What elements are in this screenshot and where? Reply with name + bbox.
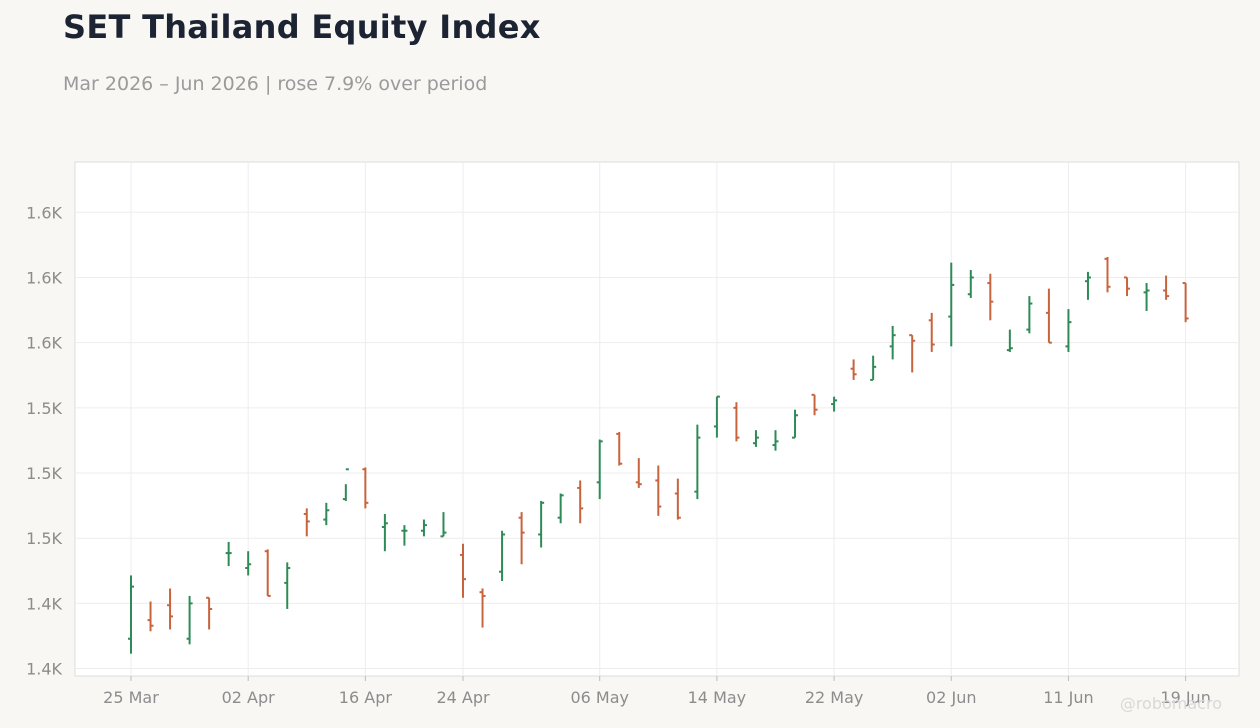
ohlc-bar [948, 262, 955, 347]
ohlc-bar [1045, 288, 1052, 344]
ohlc-bar [225, 541, 232, 567]
ohlc-bar [674, 478, 681, 520]
ohlc-bar [713, 395, 720, 438]
y-axis: 1.4K 1.4K 1.5K 1.5K 1.5K 1.6K 1.6K 1.6K [26, 203, 62, 678]
ohlc-bar [1026, 296, 1033, 334]
ohlc-bar [772, 430, 779, 451]
x-tick-label: 24 Apr [436, 688, 490, 707]
x-tick-label: 16 Apr [339, 688, 393, 707]
ohlc-bar [186, 595, 193, 645]
ohlc-bar [850, 359, 857, 380]
ohlc-bar [577, 480, 584, 524]
ohlc-bar [147, 601, 154, 632]
ohlc-bar [518, 512, 525, 565]
chart-title: SET Thailand Equity Index [63, 8, 541, 46]
ohlc-bar [1163, 275, 1170, 300]
ohlc-bar [889, 325, 896, 360]
y-tick-label: 1.4K [26, 660, 62, 679]
ohlc-bar [831, 396, 838, 412]
ohlc-bar [655, 465, 662, 516]
ohlc-bar [401, 525, 408, 546]
y-tick-label: 1.5K [26, 529, 62, 548]
ohlc-bar [342, 468, 349, 501]
x-tick-label: 11 Jun [1043, 688, 1093, 707]
ohlc-bars [128, 256, 1189, 654]
plot-area [74, 161, 1240, 677]
x-tick-label: 22 May [805, 688, 864, 707]
ohlc-bar [440, 512, 447, 538]
ohlc-bar [381, 513, 388, 552]
ohlc-bar [420, 519, 427, 537]
ohlc-bar [733, 402, 740, 442]
x-tick-label: 19 Jun [1160, 688, 1210, 707]
ohlc-bar [1143, 283, 1150, 311]
x-tick-label: 14 May [688, 688, 747, 707]
ohlc-bar [752, 430, 759, 447]
ohlc-bar [128, 575, 134, 654]
ohlc-bar [460, 543, 467, 598]
ohlc-bar [303, 508, 310, 537]
ohlc-bar [323, 502, 330, 526]
ohlc-bar [479, 588, 486, 628]
ohlc-bar [167, 588, 174, 630]
ohlc-bar [362, 467, 369, 509]
ohlc-bar [1182, 282, 1189, 323]
x-axis: 25 Mar 02 Apr 16 Apr 24 Apr 06 May 14 May 22 M… [103, 676, 1211, 707]
ohlc-bar [635, 458, 642, 488]
ohlc-bar [264, 549, 271, 597]
ohlc-bar [967, 270, 974, 298]
x-tick-label: 02 Apr [222, 688, 276, 707]
ohlc-bar [499, 530, 506, 582]
y-tick-label: 1.6K [26, 334, 62, 353]
x-tick-label: 25 Mar [103, 688, 159, 707]
ohlc-bar [206, 596, 213, 630]
ohlc-bar [1124, 276, 1131, 297]
ohlc-bar [1065, 309, 1072, 352]
ohlc-bar [616, 432, 623, 466]
y-tick-label: 1.4K [26, 594, 62, 613]
ohlc-bar [987, 273, 994, 321]
y-tick-label: 1.6K [26, 203, 62, 222]
ohlc-bar [811, 393, 818, 416]
chart-subtitle: Mar 2026 – Jun 2026 | rose 7.9% over per… [63, 73, 488, 95]
ohlc-bar [1084, 271, 1091, 300]
ohlc-bar [694, 424, 701, 500]
y-tick-label: 1.6K [26, 268, 62, 287]
y-tick-label: 1.5K [26, 399, 62, 418]
watermark: @robomacro [1119, 694, 1222, 713]
x-tick-label: 02 Jun [926, 688, 976, 707]
ohlc-bar [1104, 256, 1111, 293]
ohlc-bar [538, 500, 545, 548]
ohlc-bar [557, 493, 564, 524]
ohlc-bar [870, 355, 877, 381]
ohlc-bar [245, 551, 252, 576]
y-tick-label: 1.5K [26, 464, 62, 483]
ohlc-bar [596, 439, 603, 500]
x-tick-label: 06 May [570, 688, 629, 707]
ohlc-bar [1006, 329, 1013, 352]
ohlc-bar [284, 562, 291, 609]
ohlc-bar [928, 312, 935, 352]
ohlc-bar [909, 334, 916, 373]
ohlc-bar [792, 409, 799, 439]
